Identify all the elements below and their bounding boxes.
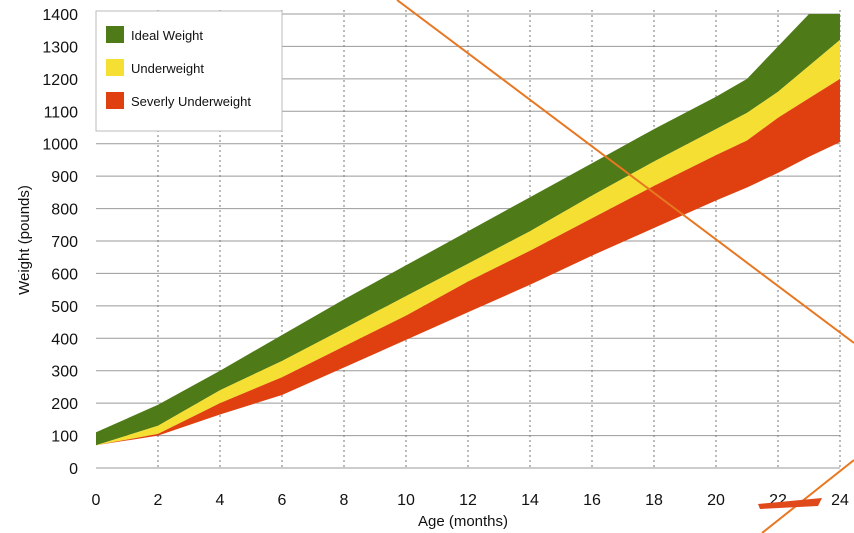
legend-label-underweight: Underweight bbox=[131, 61, 204, 76]
x-tick-label-12: 24 bbox=[831, 492, 849, 509]
annotation-overlay bbox=[396, 0, 854, 533]
legend-swatch-severe bbox=[106, 92, 124, 109]
x-tick-label-0: 0 bbox=[92, 492, 101, 509]
legend-label-severe: Severly Underweight bbox=[131, 94, 251, 109]
x-tick-label-1: 2 bbox=[154, 492, 163, 509]
legend-swatch-underweight bbox=[106, 59, 124, 76]
legend-label-ideal: Ideal Weight bbox=[131, 28, 203, 43]
legend-box bbox=[95, 10, 283, 132]
x-tick-label-8: 16 bbox=[583, 492, 601, 509]
y-tick-label-3: 300 bbox=[51, 364, 78, 381]
x-tick-label-10: 20 bbox=[707, 492, 725, 509]
y-tick-label-12: 1200 bbox=[42, 72, 78, 89]
area-series bbox=[96, 14, 840, 446]
annotation-diagonal-line bbox=[396, 0, 854, 344]
x-tick-label-4: 8 bbox=[340, 492, 349, 509]
annotation-mark bbox=[758, 498, 822, 509]
legend: Ideal Weight Underweight Severly Underwe… bbox=[95, 10, 283, 132]
x-tick-label-9: 18 bbox=[645, 492, 663, 509]
x-axis-title: Age (months) bbox=[418, 513, 508, 530]
y-tick-label-11: 1100 bbox=[44, 104, 79, 121]
y-tick-label-8: 800 bbox=[51, 202, 78, 219]
tick-labels: 0100200300400500600700800900100011001200… bbox=[42, 7, 849, 509]
y-axis-title: Weight (pounds) bbox=[16, 185, 33, 295]
area-ideal-weight bbox=[96, 14, 840, 446]
x-tick-label-7: 14 bbox=[521, 492, 539, 509]
y-tick-label-13: 1300 bbox=[42, 39, 78, 56]
y-tick-label-7: 700 bbox=[51, 234, 78, 251]
y-tick-label-9: 900 bbox=[51, 169, 78, 186]
y-tick-label-4: 400 bbox=[51, 331, 78, 348]
y-tick-label-6: 600 bbox=[51, 266, 78, 283]
y-tick-label-5: 500 bbox=[51, 299, 78, 316]
x-tick-label-5: 10 bbox=[397, 492, 415, 509]
y-tick-label-2: 200 bbox=[51, 396, 78, 413]
x-tick-label-3: 6 bbox=[278, 492, 287, 509]
y-tick-label-14: 1400 bbox=[42, 7, 78, 24]
y-tick-label-1: 100 bbox=[51, 429, 78, 446]
x-tick-label-6: 12 bbox=[459, 492, 477, 509]
x-tick-label-2: 4 bbox=[216, 492, 225, 509]
y-tick-label-10: 1000 bbox=[42, 137, 78, 154]
legend-swatch-ideal bbox=[106, 26, 124, 43]
annotation-rising-line bbox=[761, 459, 854, 533]
y-tick-label-0: 0 bbox=[69, 461, 78, 478]
